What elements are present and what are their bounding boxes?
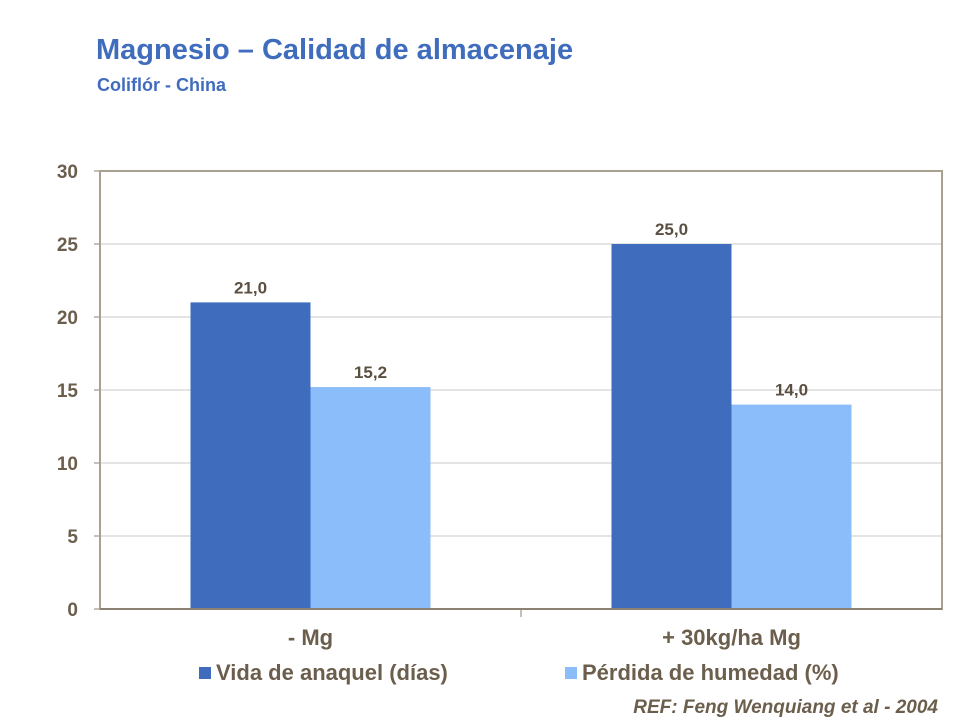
- y-tick-label: 10: [57, 454, 78, 475]
- bar-vida: [190, 302, 311, 609]
- y-tick-label: 5: [67, 527, 78, 548]
- bar-vida: [611, 244, 732, 609]
- data-label: 25,0: [655, 220, 688, 239]
- bar-perdida: [310, 387, 431, 609]
- y-tick-label: 30: [57, 162, 78, 183]
- data-label: 21,0: [234, 278, 267, 297]
- page-subtitle: Coliflór - China: [97, 75, 226, 95]
- data-label: 14,0: [775, 381, 808, 400]
- data-label: 15,2: [354, 363, 387, 382]
- legend-swatch-vida: [199, 667, 211, 679]
- legend-swatch-perdida: [565, 667, 577, 679]
- legend-label-perdida: Pérdida de humedad (%): [582, 660, 839, 685]
- reference-note: REF: Feng Wenquiang et al - 2004: [633, 697, 938, 718]
- y-tick-label: 20: [57, 308, 78, 329]
- x-tick-label: - Mg: [288, 625, 333, 650]
- y-tick-label: 0: [67, 600, 78, 621]
- legend-item-vida: Vida de anaquel (días): [199, 660, 448, 686]
- x-tick-label: + 30kg/ha Mg: [662, 625, 801, 650]
- bar-perdida: [731, 404, 852, 609]
- legend-label-vida: Vida de anaquel (días): [216, 660, 448, 685]
- y-tick-label: 25: [57, 235, 79, 256]
- page-title: Magnesio – Calidad de almacenaje: [96, 34, 574, 66]
- legend-item-perdida: Pérdida de humedad (%): [565, 660, 839, 686]
- y-tick-label: 15: [57, 381, 79, 402]
